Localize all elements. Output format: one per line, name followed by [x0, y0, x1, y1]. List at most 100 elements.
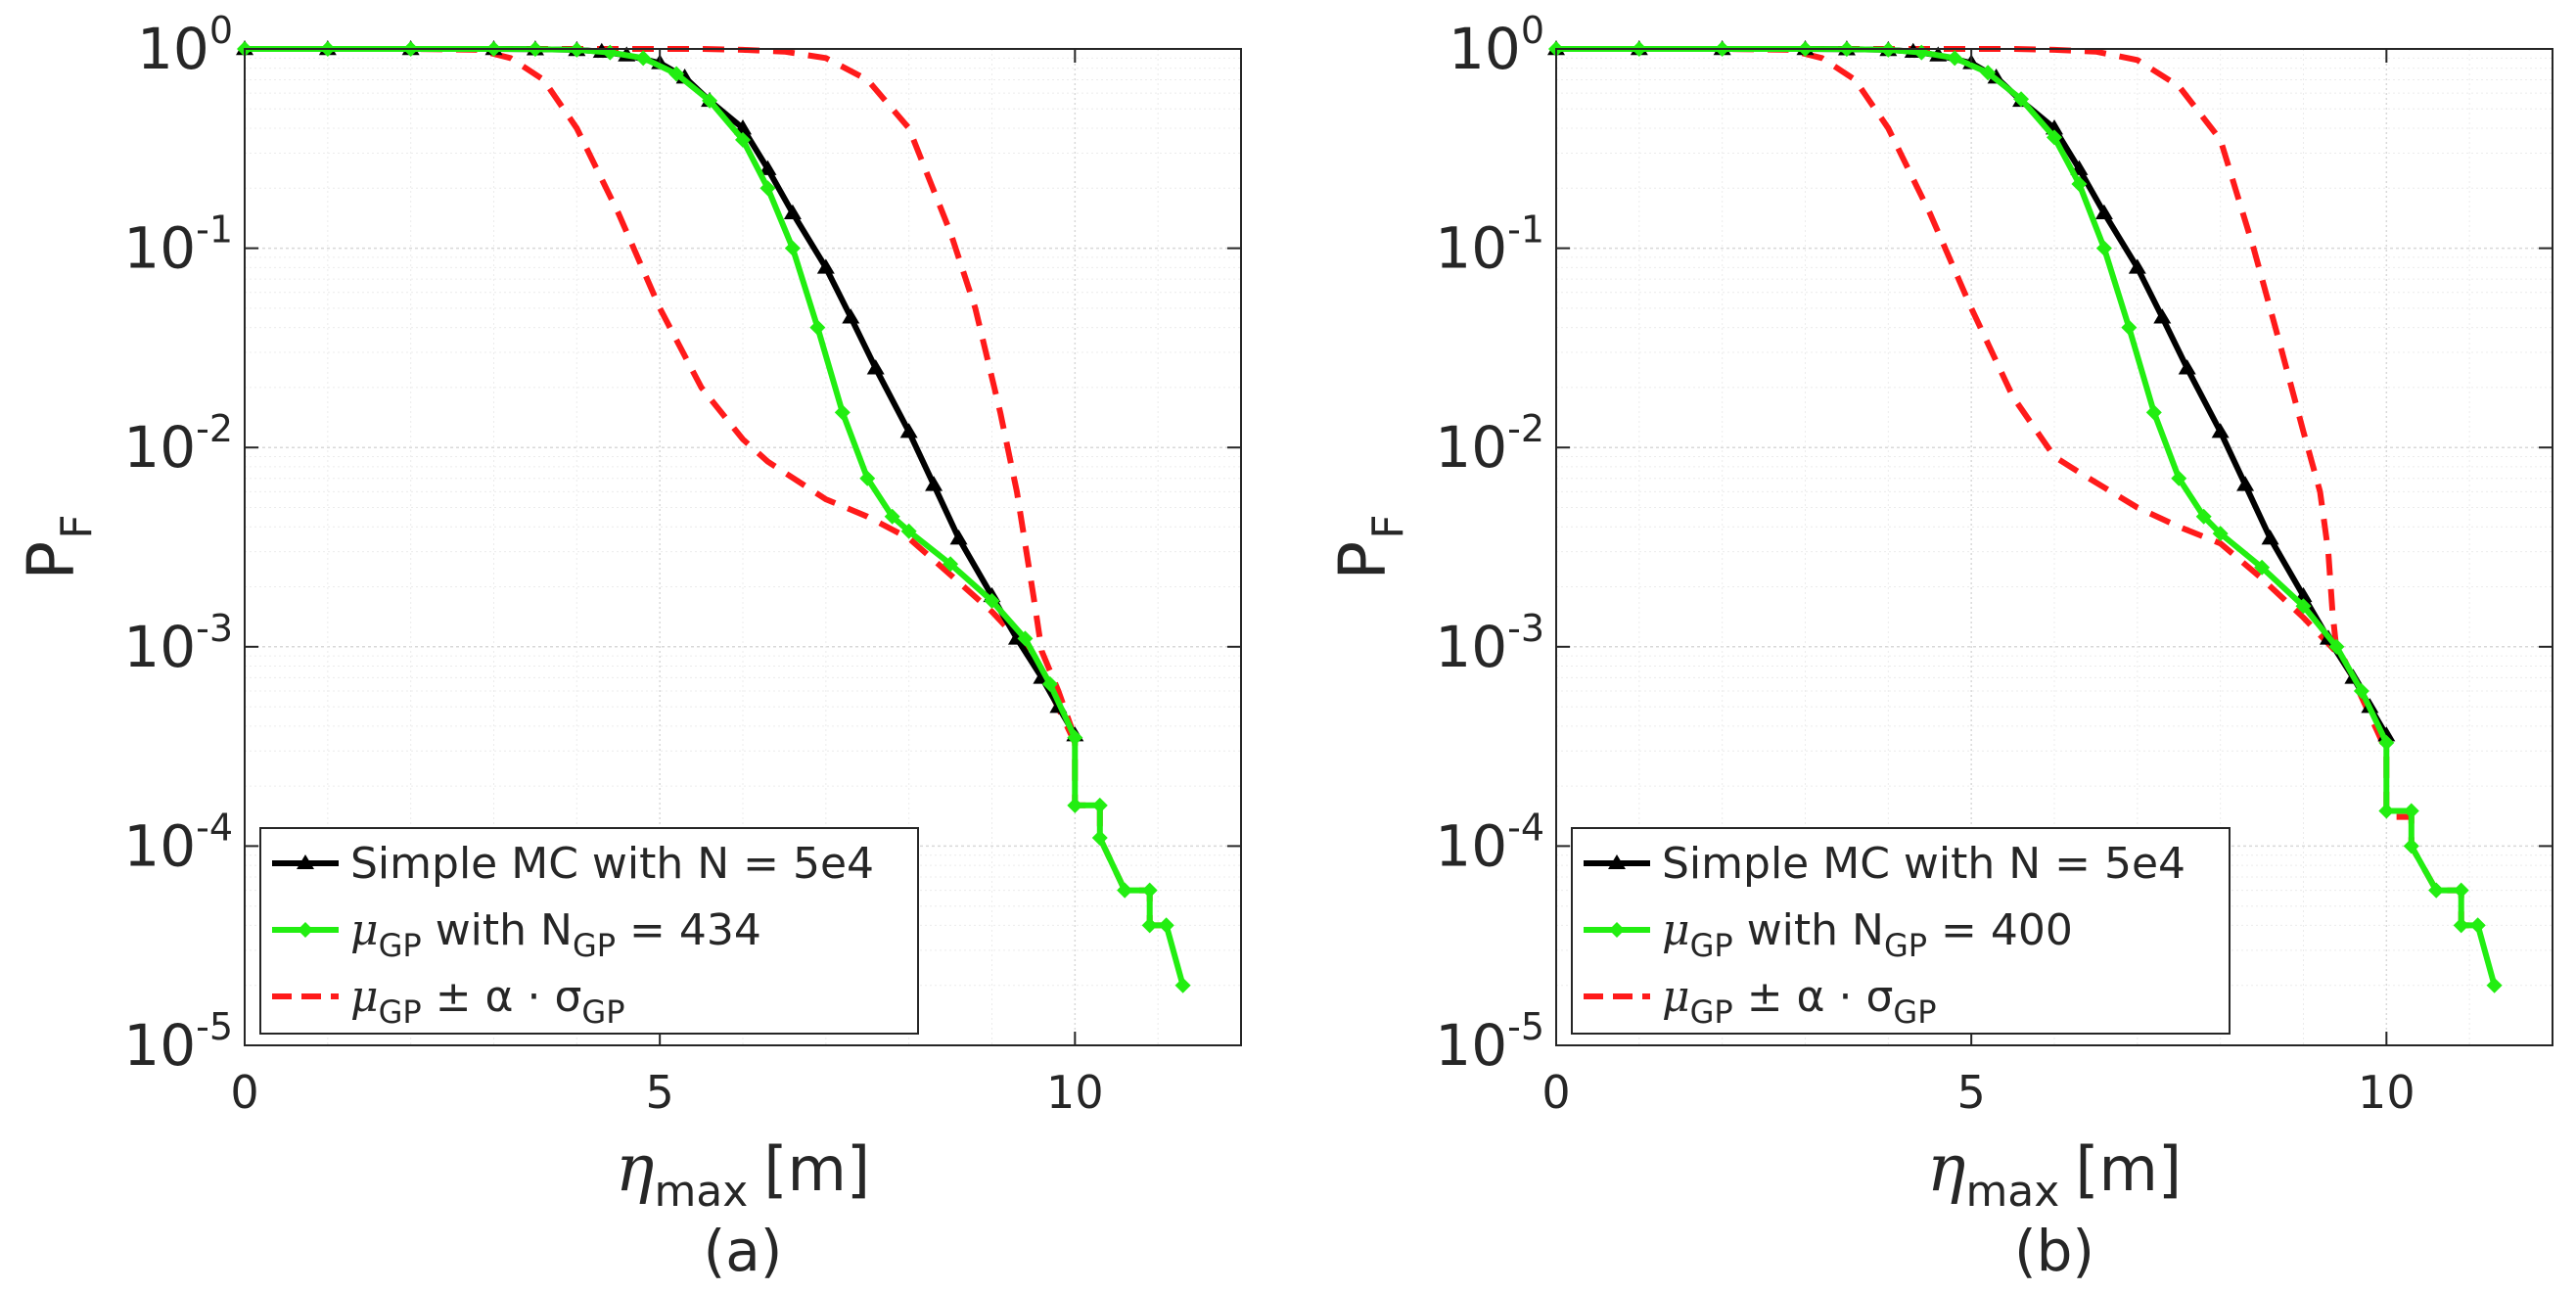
- data-point-diamond: [1174, 977, 1191, 993]
- legend-entry-text: Simple MC with N = 5e4: [1662, 839, 2185, 889]
- legend-entry-text: μGP ± α · σGP: [1662, 972, 1937, 1031]
- data-point-diamond: [784, 240, 801, 256]
- panel-label: (a): [704, 1218, 783, 1284]
- x-tick-label: 10: [2358, 1066, 2415, 1119]
- y-tick-label: 10-5: [1435, 1005, 1544, 1079]
- data-point-triangle: [949, 530, 968, 545]
- x-tick-label: 5: [1957, 1066, 1986, 1119]
- y-label-subscript: F: [52, 514, 102, 538]
- data-point-diamond: [702, 92, 718, 109]
- data-point-diamond: [1017, 630, 1034, 647]
- data-point-diamond: [809, 319, 826, 336]
- y-label-main: P: [14, 541, 89, 580]
- data-point-diamond: [1091, 797, 1108, 813]
- legend-subscript-2: GP: [573, 927, 616, 964]
- y-tick-base: 10: [1435, 812, 1507, 879]
- data-point-diamond: [900, 523, 917, 539]
- y-tick-exponent: 0: [209, 9, 233, 52]
- legend-box: [1571, 827, 2231, 1035]
- y-tick-base: 10: [137, 16, 209, 82]
- y-tick-base: 10: [1435, 614, 1507, 680]
- y-tick-base: 10: [1435, 215, 1507, 282]
- y-tick-base: 10: [123, 1012, 196, 1079]
- data-point-diamond: [2095, 240, 2112, 256]
- data-point-diamond: [2486, 977, 2503, 993]
- data-point-diamond: [2453, 882, 2469, 899]
- legend-entry-text: μGP with NGP = 400: [1662, 905, 2073, 964]
- y-tick-base: 10: [123, 414, 196, 481]
- legend-marker-diamond: [1609, 922, 1625, 938]
- x-axis-label: ηmax [m]: [616, 1130, 870, 1217]
- data-point-triangle: [2261, 530, 2279, 545]
- data-point-diamond: [2171, 470, 2187, 486]
- data-point-diamond: [2428, 882, 2445, 899]
- y-tick-exponent: -3: [1507, 607, 1544, 650]
- data-point-diamond: [2328, 638, 2345, 655]
- data-point-diamond: [2071, 175, 2088, 192]
- legend-marker-triangle: [297, 854, 314, 869]
- legend-text-post: = 400: [1927, 905, 2073, 955]
- x-axis-label: ηmax [m]: [1927, 1130, 2182, 1217]
- legend-subscript: GP: [1690, 927, 1733, 964]
- data-point-diamond: [2212, 526, 2229, 542]
- data-point-diamond: [2453, 917, 2469, 934]
- data-point-triangle: [2178, 359, 2196, 375]
- y-tick-label: 100: [137, 9, 233, 82]
- x-label-symbol: η: [1927, 1130, 1966, 1206]
- legend-subscript-2: GP: [1884, 927, 1927, 964]
- data-point-diamond: [2295, 598, 2312, 615]
- legend-symbol: μ: [350, 972, 379, 1022]
- legend-subscript: GP: [1690, 993, 1733, 1031]
- legend-entry-text: μGP with NGP = 434: [350, 905, 761, 964]
- y-tick-label: 10-2: [1435, 407, 1544, 481]
- legend-subscript: GP: [379, 927, 422, 964]
- y-tick-label: 10-1: [123, 208, 233, 282]
- data-point-triangle: [842, 308, 860, 324]
- data-point-diamond: [1117, 882, 1133, 899]
- data-point-triangle: [866, 359, 885, 375]
- legend: Simple MC with N = 5e4 μGP with NGP = 434…: [259, 827, 919, 1035]
- legend-entry-text: μGP ± α · σGP: [350, 972, 625, 1031]
- data-point-triangle: [783, 204, 802, 220]
- data-point-diamond: [2013, 91, 2030, 108]
- legend-text-post: = 434: [616, 905, 761, 955]
- y-tick-exponent: -5: [1507, 1005, 1544, 1048]
- legend-subscript-2: GP: [1893, 993, 1936, 1031]
- x-tick-label: 0: [230, 1066, 258, 1119]
- data-point-diamond: [2121, 319, 2138, 336]
- legend-text-mid: ± α · σ: [422, 972, 582, 1022]
- data-point-diamond: [1141, 882, 1158, 899]
- legend-subscript: GP: [379, 993, 422, 1031]
- legend-text-mid: ± α · σ: [1733, 972, 1894, 1022]
- data-point-diamond: [1067, 729, 1083, 746]
- data-point-triangle: [899, 423, 918, 438]
- y-tick-exponent: -5: [196, 1005, 233, 1048]
- x-label-subscript: max: [1965, 1167, 2059, 1217]
- legend-text: Simple MC with N = 5e4: [350, 839, 874, 889]
- y-tick-label: 10-3: [1435, 607, 1544, 680]
- legend: Simple MC with N = 5e4 μGP with NGP = 400…: [1571, 827, 2231, 1035]
- panel-label: (b): [2014, 1218, 2094, 1284]
- y-tick-label: 10-2: [123, 407, 233, 481]
- data-point-diamond: [1091, 829, 1108, 846]
- y-tick-exponent: -2: [196, 407, 233, 450]
- y-axis-label: PF: [1325, 514, 1413, 579]
- legend-symbol: μ: [1662, 905, 1690, 955]
- legend-box: [259, 827, 919, 1035]
- data-point-diamond: [859, 470, 876, 486]
- y-tick-label: 10-4: [123, 806, 233, 879]
- data-point-diamond: [943, 556, 959, 573]
- data-point-diamond: [1067, 797, 1083, 813]
- y-tick-base: 10: [1435, 1012, 1507, 1079]
- data-point-diamond: [2353, 682, 2369, 699]
- data-point-diamond: [2254, 559, 2271, 576]
- x-label-unit: [m]: [2075, 1133, 2182, 1205]
- x-tick-label: 5: [646, 1066, 674, 1119]
- data-point-triangle: [759, 160, 777, 175]
- legend-subscript-2: GP: [581, 993, 624, 1031]
